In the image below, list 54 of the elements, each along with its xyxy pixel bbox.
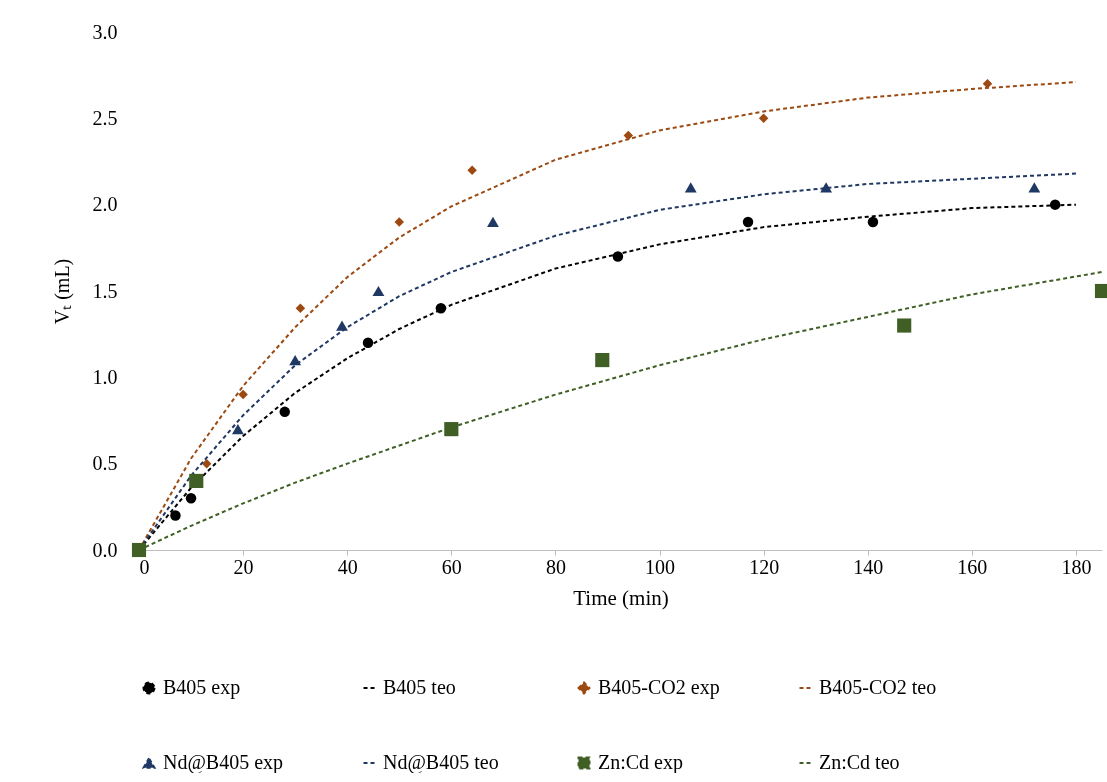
point bbox=[201, 458, 212, 469]
legend-label: B405 exp bbox=[163, 676, 241, 699]
point bbox=[623, 130, 634, 141]
legend-label: Nd@B405 exp bbox=[163, 751, 284, 774]
y-tick-label: 2.0 bbox=[92, 193, 118, 216]
legend-label: B405 teo bbox=[383, 676, 456, 698]
legend-label: B405-CO2 exp bbox=[598, 676, 720, 699]
x-tick-label: 160 bbox=[957, 555, 988, 578]
point bbox=[394, 217, 405, 227]
x-axis-title: Time (min) bbox=[573, 585, 669, 610]
y-tick-label: 1.0 bbox=[92, 365, 118, 388]
x-tick-label: 120 bbox=[749, 555, 780, 578]
x-tick-label: 60 bbox=[441, 555, 462, 578]
y-tick-label: 0.0 bbox=[92, 538, 118, 561]
x-tick-label: 180 bbox=[1061, 555, 1092, 578]
point bbox=[231, 424, 244, 435]
y-tick-label: 2.5 bbox=[92, 106, 118, 129]
point bbox=[131, 542, 147, 558]
x-tick-label: 20 bbox=[233, 555, 254, 578]
point bbox=[758, 113, 769, 124]
point bbox=[372, 285, 385, 297]
point bbox=[595, 353, 610, 368]
x-tick-label: 80 bbox=[545, 555, 566, 578]
point bbox=[362, 337, 374, 349]
point bbox=[820, 182, 833, 193]
y-tick-label: 1.5 bbox=[92, 279, 118, 302]
point bbox=[982, 79, 993, 89]
point bbox=[897, 318, 912, 333]
legend-label: B405-CO2 teo bbox=[819, 676, 937, 698]
point bbox=[444, 422, 459, 437]
legend-label: Zn:Cd teo bbox=[819, 751, 900, 773]
y-axis-title: Vₜ (mL) bbox=[50, 258, 74, 325]
y-tick-label: 0.5 bbox=[92, 452, 118, 475]
point bbox=[684, 182, 697, 193]
point bbox=[185, 492, 197, 504]
x-tick-label: 100 bbox=[645, 555, 676, 578]
legend-label: Nd@B405 teo bbox=[383, 751, 499, 774]
x-tick-label: 0 bbox=[139, 555, 150, 578]
point bbox=[867, 216, 879, 228]
point bbox=[1028, 182, 1041, 193]
point bbox=[189, 473, 204, 488]
point bbox=[295, 303, 306, 314]
point bbox=[1094, 283, 1107, 299]
x-tick-label: 140 bbox=[853, 555, 884, 578]
legend-label: Zn:Cd exp bbox=[598, 751, 683, 774]
point bbox=[742, 216, 754, 228]
point bbox=[467, 165, 477, 175]
point bbox=[238, 389, 248, 400]
point bbox=[487, 216, 499, 228]
y-tick-label: 3.0 bbox=[92, 20, 118, 43]
x-tick-label: 40 bbox=[337, 555, 358, 578]
point bbox=[170, 510, 181, 521]
point bbox=[336, 320, 348, 331]
point bbox=[279, 406, 290, 418]
